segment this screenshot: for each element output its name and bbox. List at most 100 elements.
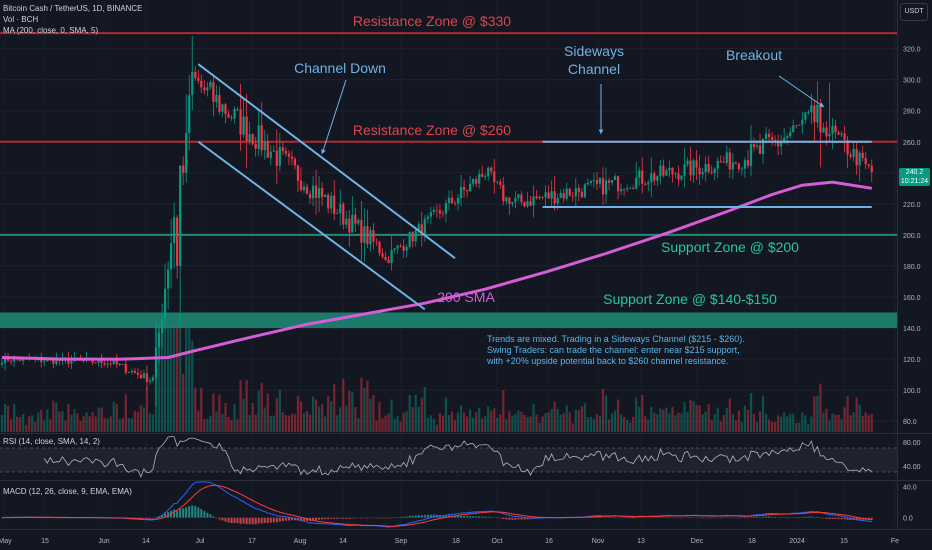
volume-bar: [864, 412, 867, 432]
candle-body: [671, 167, 674, 175]
volume-bar: [390, 399, 393, 432]
candle-body: [435, 209, 438, 211]
label-resistance-330: Resistance Zone @ $330: [353, 13, 511, 29]
volume-bar: [547, 412, 550, 432]
volume-bar: [127, 418, 130, 432]
candle-body: [755, 145, 759, 147]
volume-bar: [420, 397, 423, 432]
volume-bar: [88, 415, 91, 432]
macd-histogram-bar: [405, 516, 408, 518]
candle-body: [598, 178, 602, 184]
candle-body: [861, 152, 864, 159]
candle-body: [444, 202, 448, 214]
candles: [0, 36, 873, 406]
candle-body: [683, 164, 686, 176]
macd-histogram-bar: [635, 517, 638, 519]
macd-histogram-bar: [807, 516, 810, 518]
candle-body: [626, 188, 629, 190]
arrow-breakout-head: [819, 102, 824, 107]
macd-histogram-bar: [37, 517, 40, 519]
candle-body: [589, 180, 592, 183]
macd-histogram-bar: [333, 517, 336, 519]
volume-bar: [478, 407, 481, 432]
volume-bar: [665, 407, 668, 432]
volume-bar: [601, 389, 605, 432]
time-tick-label: Oct: [492, 538, 503, 545]
candle-body: [151, 377, 155, 381]
macd-histogram-bar: [287, 517, 290, 521]
macd-histogram-bar: [161, 514, 164, 518]
volume-bar: [852, 412, 855, 432]
macd-histogram-bar: [432, 514, 435, 518]
macd-histogram-bar: [786, 517, 789, 519]
macd-histogram-bar: [752, 517, 755, 518]
macd-histogram-bar: [463, 516, 466, 518]
volume-bar: [157, 327, 161, 432]
macd-histogram-bar: [771, 516, 774, 518]
candle-body: [502, 184, 505, 202]
time-tick-label: Nov: [592, 538, 605, 545]
candle-body: [94, 362, 97, 364]
volume-bar: [402, 412, 405, 432]
volume-bar: [752, 414, 756, 432]
volume-bar: [496, 417, 499, 432]
macd-histogram-bar: [251, 517, 254, 525]
macd-histogram-bar: [601, 517, 604, 518]
candle-body: [218, 94, 221, 112]
volume-bar: [472, 418, 475, 432]
volume-bar: [616, 399, 620, 432]
macd-histogram-bar: [257, 517, 260, 524]
volume-bar: [771, 421, 774, 432]
candle-body: [167, 269, 170, 289]
price-tick-label: 80.0: [903, 419, 917, 426]
volume-bar: [831, 413, 834, 432]
time-tick-label: 17: [248, 538, 256, 545]
currency-badge[interactable]: USDT: [900, 3, 928, 21]
volume-bar: [381, 418, 384, 432]
macd-histogram-bar: [354, 517, 357, 519]
candle-body: [722, 162, 725, 163]
candle-body: [417, 224, 420, 231]
candle-body: [242, 116, 245, 135]
candle-body: [103, 363, 106, 365]
macd-histogram-bar: [641, 517, 644, 519]
candle-body: [115, 359, 118, 365]
candle-body: [764, 133, 768, 140]
candle-body: [163, 288, 167, 319]
macd-histogram-bar: [526, 517, 529, 520]
candle-body: [257, 125, 260, 149]
macd-histogram-bar: [728, 517, 731, 519]
candle-body: [843, 133, 846, 140]
candle-body: [148, 380, 152, 382]
volume-bar: [695, 404, 698, 432]
volume-bar: [348, 390, 351, 432]
macd-histogram-bar: [505, 517, 508, 520]
volume-bar: [837, 414, 840, 432]
candle-body: [825, 127, 828, 137]
candle-body: [731, 162, 734, 170]
volume-bar: [565, 405, 568, 432]
volume-bar: [761, 395, 765, 432]
macd-histogram-bar: [475, 516, 478, 518]
macd-histogram-bar: [191, 505, 194, 518]
volume-bar: [293, 414, 297, 432]
macd-histogram-bar: [858, 517, 861, 520]
volume-bar: [475, 412, 478, 432]
price-tick-label: 320.0: [903, 47, 921, 54]
candle-body: [127, 372, 130, 373]
macd-histogram-bar: [813, 517, 816, 518]
volume-bar: [82, 416, 85, 432]
candle-body: [686, 160, 689, 165]
volume-bar: [556, 408, 559, 432]
macd-histogram-bar: [777, 517, 780, 518]
volume-bar: [167, 327, 170, 432]
candle-body: [647, 182, 650, 185]
volume-bar: [52, 400, 55, 432]
volume-bar: [212, 393, 215, 432]
candle-body: [109, 363, 112, 365]
candle-body: [695, 160, 698, 168]
volume-bar: [142, 407, 146, 432]
volume-bar: [399, 421, 402, 432]
candle-body: [411, 231, 414, 242]
volume-bar: [209, 415, 212, 432]
